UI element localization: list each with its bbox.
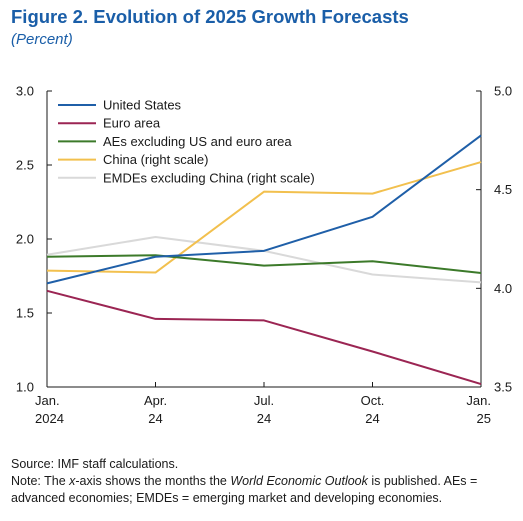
series-lines <box>46 134 482 385</box>
right-tick-label: 4.5 <box>494 182 512 197</box>
series-line <box>46 161 482 274</box>
left-y-axis: 1.0 1.5 2.0 2.5 3.0 <box>16 84 52 395</box>
right-tick-label: 4.0 <box>494 281 512 296</box>
footnote: Note: The x-axis shows the months the Wo… <box>11 473 516 507</box>
footnote-x-italic: x <box>69 474 76 488</box>
left-tick-label: 2.0 <box>16 232 34 247</box>
x-tick-label: 2024 <box>35 411 64 426</box>
footnote-prefix: Note: The <box>11 474 70 488</box>
footnote-mid: -axis shows the months the <box>75 474 231 488</box>
x-tick-label: Jan. <box>466 393 491 408</box>
left-tick-label: 1.0 <box>16 380 34 395</box>
x-tick-label: 24 <box>148 411 162 426</box>
x-tick-label: Oct. <box>361 393 385 408</box>
legend-label: China (right scale) <box>103 152 209 167</box>
series-line <box>46 254 482 275</box>
right-y-axis: 3.5 4.0 4.5 5.0 <box>476 84 512 395</box>
legend-label: United States <box>103 98 182 113</box>
source-note: Source: IMF staff calculations. <box>11 457 179 471</box>
right-tick-label: 3.5 <box>494 380 512 395</box>
series-line <box>46 236 482 284</box>
legend-label: Euro area <box>103 116 161 131</box>
x-axis: Jan. 2024 Apr. 24 Jul. 24 Oct. 24 Jan. 25 <box>35 382 491 426</box>
left-tick-label: 2.5 <box>16 158 34 173</box>
x-tick-label: Jul. <box>254 393 274 408</box>
legend-label: AEs excluding US and euro area <box>103 134 292 149</box>
legend-label: EMDEs excluding China (right scale) <box>103 170 315 185</box>
series-line <box>46 289 482 385</box>
footnote-weo-italic: World Economic Outlook <box>230 474 368 488</box>
footnote-suffix: is published. AEs = advanced economies; … <box>11 474 478 505</box>
line-chart: 1.0 1.5 2.0 2.5 3.0 3.5 4.0 4.5 5.0 Jan. 2024 Apr… <box>16 84 512 427</box>
chart-title: Figure 2. Evolution of 2025 Growth Forec… <box>11 6 409 27</box>
left-tick-label: 1.5 <box>16 306 34 321</box>
x-tick-label: 24 <box>365 411 379 426</box>
x-tick-label: Apr. <box>144 393 167 408</box>
chart-legend: United States Euro area AEs excluding US a… <box>58 98 315 185</box>
left-tick-label: 3.0 <box>16 84 34 99</box>
series-line <box>46 134 482 285</box>
x-tick-label: 25 <box>477 411 491 426</box>
chart-notes: Source: IMF staff calculations. Note: Th… <box>11 456 516 507</box>
x-tick-label: 24 <box>257 411 271 426</box>
right-tick-label: 5.0 <box>494 84 512 99</box>
x-tick-label: Jan. <box>35 393 60 408</box>
chart-subtitle: (Percent) <box>11 31 73 48</box>
